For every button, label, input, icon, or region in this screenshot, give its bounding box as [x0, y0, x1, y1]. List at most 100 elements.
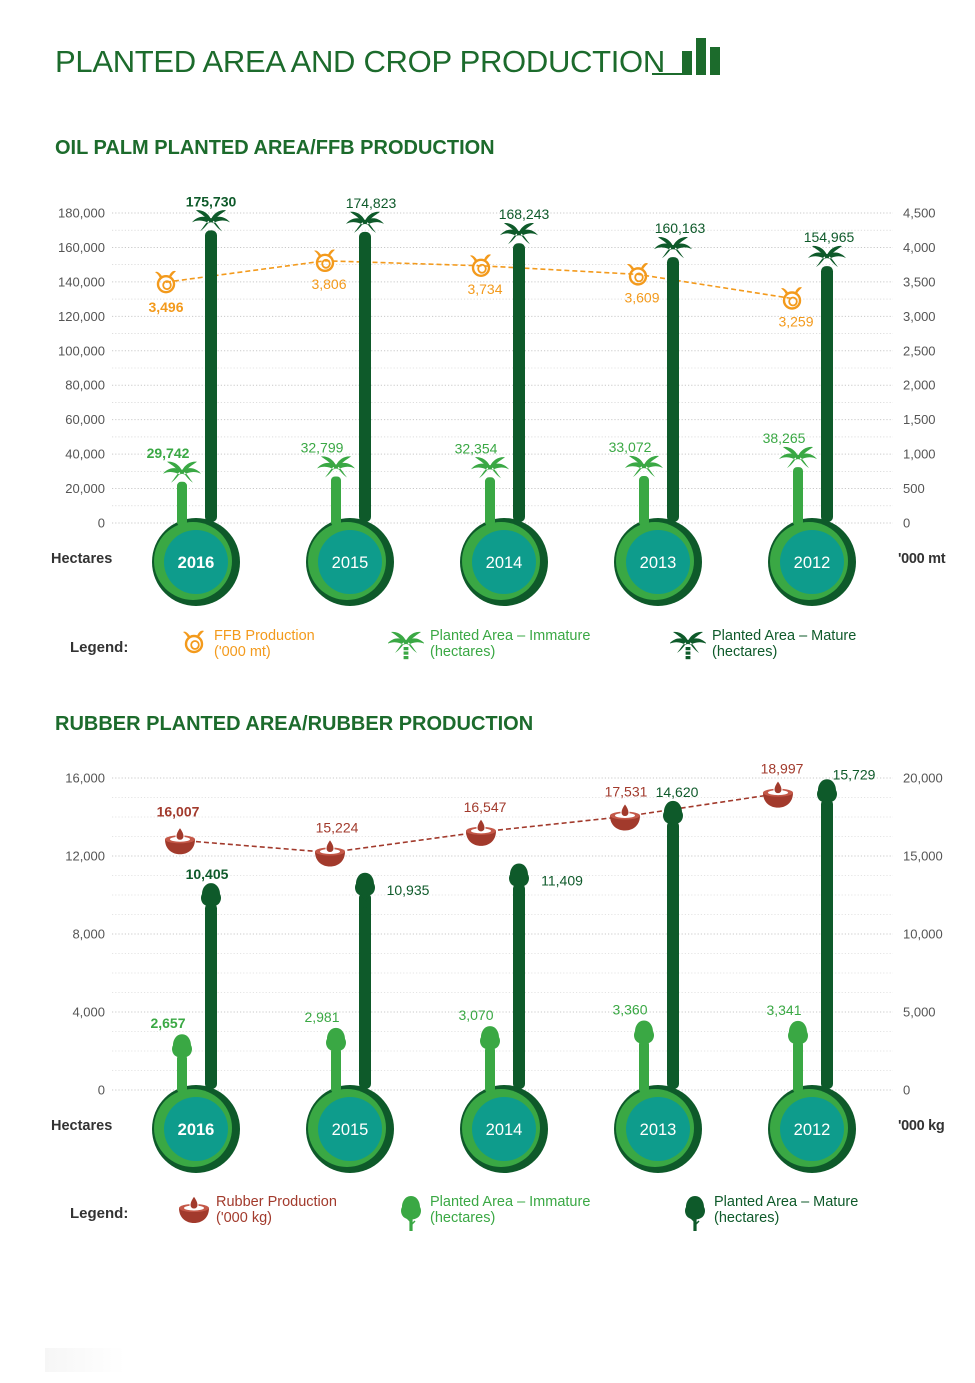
latex-cup-icon: [165, 826, 195, 855]
y-tick-right: 4,000: [903, 240, 936, 255]
year-circle: [318, 530, 382, 594]
rubber-tree-immature-icon: [326, 1027, 346, 1063]
immature-value-label: 3,070: [458, 1007, 493, 1023]
legend-rubber-line2: ('000 kg): [216, 1210, 272, 1226]
rubber-tree-mature-icon: [817, 779, 837, 815]
immature-value-label: 3,341: [766, 1002, 801, 1018]
immature-value-label: 38,265: [763, 430, 806, 446]
y-tick-right: 0: [903, 516, 910, 531]
legend-ffb-production: FFB Production ('000 mt): [180, 628, 315, 660]
y-tick-left: 0: [98, 1083, 105, 1098]
mature-value-label: 15,729: [833, 766, 876, 782]
year-circle: [472, 1097, 536, 1161]
y-tick-right: 0: [903, 1083, 910, 1098]
year-label: 2016: [178, 1121, 215, 1139]
year-label: 2016: [178, 554, 215, 572]
palm-tree-immature-icon: [779, 446, 817, 469]
legend-mature-line1: Planted Area – Mature: [712, 628, 857, 644]
mature-value-label: 14,620: [656, 784, 699, 800]
rubber-tree-light-icon: [401, 1196, 421, 1231]
year-label: 2015: [332, 554, 369, 572]
immature-value-label: 2,657: [150, 1015, 185, 1031]
production-value-label: 17,531: [605, 784, 648, 800]
y-tick-right: 5,000: [903, 1005, 936, 1020]
mature-value-label: 10,405: [186, 866, 229, 882]
page-title: PLANTED AREA AND CROP PRODUCTION: [55, 44, 665, 79]
y-tick-left: 60,000: [65, 412, 105, 427]
fruit-bunch-icon: [627, 263, 648, 286]
production-value-label: 16,007: [157, 803, 200, 819]
palm-tree-immature-icon: [471, 457, 509, 479]
year-circle: [472, 530, 536, 594]
legend-immature: Planted Area – Immature (hectares): [388, 628, 590, 664]
mature-bar: [513, 243, 525, 522]
latex-cup-icon: [179, 1195, 209, 1223]
immature-bar: [639, 476, 649, 526]
mature-bar: [359, 231, 371, 522]
rubber-tree-mature-icon: [355, 872, 375, 908]
year-label: 2012: [794, 554, 831, 572]
oil-palm-section-title: OIL PALM PLANTED AREA/FFB PRODUCTION: [55, 137, 495, 159]
y-tick-right: 500: [903, 481, 925, 496]
year-label: 2015: [332, 1121, 369, 1139]
immature-value-label: 32,799: [301, 440, 344, 456]
legend-mature-line1: Planted Area – Mature: [714, 1194, 859, 1210]
y-tick-left: 180,000: [58, 206, 105, 221]
palm-tree-mature-icon: [500, 223, 538, 245]
rubber-chart: 0 4,000 8,000 12,000 16,000 0 5,000 10,000 15,00…: [51, 761, 945, 1173]
y-tick-left: 140,000: [58, 274, 105, 289]
y-tick-left: 0: [98, 516, 105, 531]
palm-tree-immature-icon: [317, 456, 355, 478]
year-circle: [626, 530, 690, 594]
y-tick-right: 10,000: [903, 927, 943, 942]
palm-tree-mature-icon: [808, 245, 846, 268]
mature-bar: [359, 892, 371, 1089]
year-label: 2012: [794, 1121, 831, 1139]
legend-immature: Planted Area – Immature (hectares): [398, 1194, 590, 1232]
y-tick-right: 1,000: [903, 447, 936, 462]
palm-tree-mature-icon: [192, 210, 230, 232]
immature-value-label: 2,981: [304, 1009, 339, 1025]
legend-mature: Planted Area – Mature (hectares): [682, 1194, 858, 1232]
year-circle: [626, 1097, 690, 1161]
immature-value-label: 33,072: [609, 439, 652, 455]
immature-value-label: 3,360: [612, 1001, 647, 1017]
production-value-label: 18,997: [761, 761, 804, 777]
mature-bar: [821, 266, 833, 522]
y-axis-unit-left: Hectares: [51, 1118, 112, 1134]
bar-chart-icon: [682, 38, 722, 75]
mature-bar: [667, 257, 679, 522]
legend-mature: Planted Area – Mature (hectares): [670, 628, 856, 664]
immature-bar: [177, 481, 187, 526]
rubber-tree-immature-icon: [480, 1026, 500, 1062]
page-corner-shadow: [45, 1348, 125, 1372]
legend-immature-line1: Planted Area – Immature: [430, 628, 591, 644]
fruit-bunch-icon: [470, 254, 491, 277]
y-tick-left: 20,000: [65, 481, 105, 496]
mature-value-label: 175,730: [186, 193, 237, 209]
y-tick-right: 3,500: [903, 274, 936, 289]
palm-tree-immature-icon: [163, 461, 201, 483]
palm-tree-light-icon: [388, 631, 424, 660]
y-tick-left: 40,000: [65, 447, 105, 462]
year-circle: [780, 1097, 844, 1161]
immature-bar: [331, 1047, 341, 1093]
y-tick-right: 3,000: [903, 309, 936, 324]
y-tick-right: 1,500: [903, 412, 936, 427]
legend-label: Legend:: [70, 639, 129, 656]
year-circle: [318, 1097, 382, 1161]
immature-bar: [639, 1040, 649, 1093]
immature-bar: [177, 1054, 187, 1093]
fruit-bunch-icon: [155, 270, 176, 294]
fruit-bunch-icon: [314, 249, 335, 273]
oil-palm-chart: 0 20,000 40,000 60,000 80,000 100,000 120,000 1…: [51, 193, 946, 606]
production-value-label: 3,734: [467, 281, 502, 297]
y-tick-left: 160,000: [58, 240, 105, 255]
palm-tree-dark-icon: [670, 631, 706, 660]
rubber-section-title: RUBBER PLANTED AREA/RUBBER PRODUCTION: [55, 713, 534, 735]
legend-mature-line2: (hectares): [712, 644, 778, 660]
immature-value-label: 32,354: [455, 440, 498, 456]
production-value-label: 16,547: [464, 799, 507, 815]
rubber-tree-mature-icon: [509, 863, 529, 899]
title-rule: [652, 73, 682, 75]
